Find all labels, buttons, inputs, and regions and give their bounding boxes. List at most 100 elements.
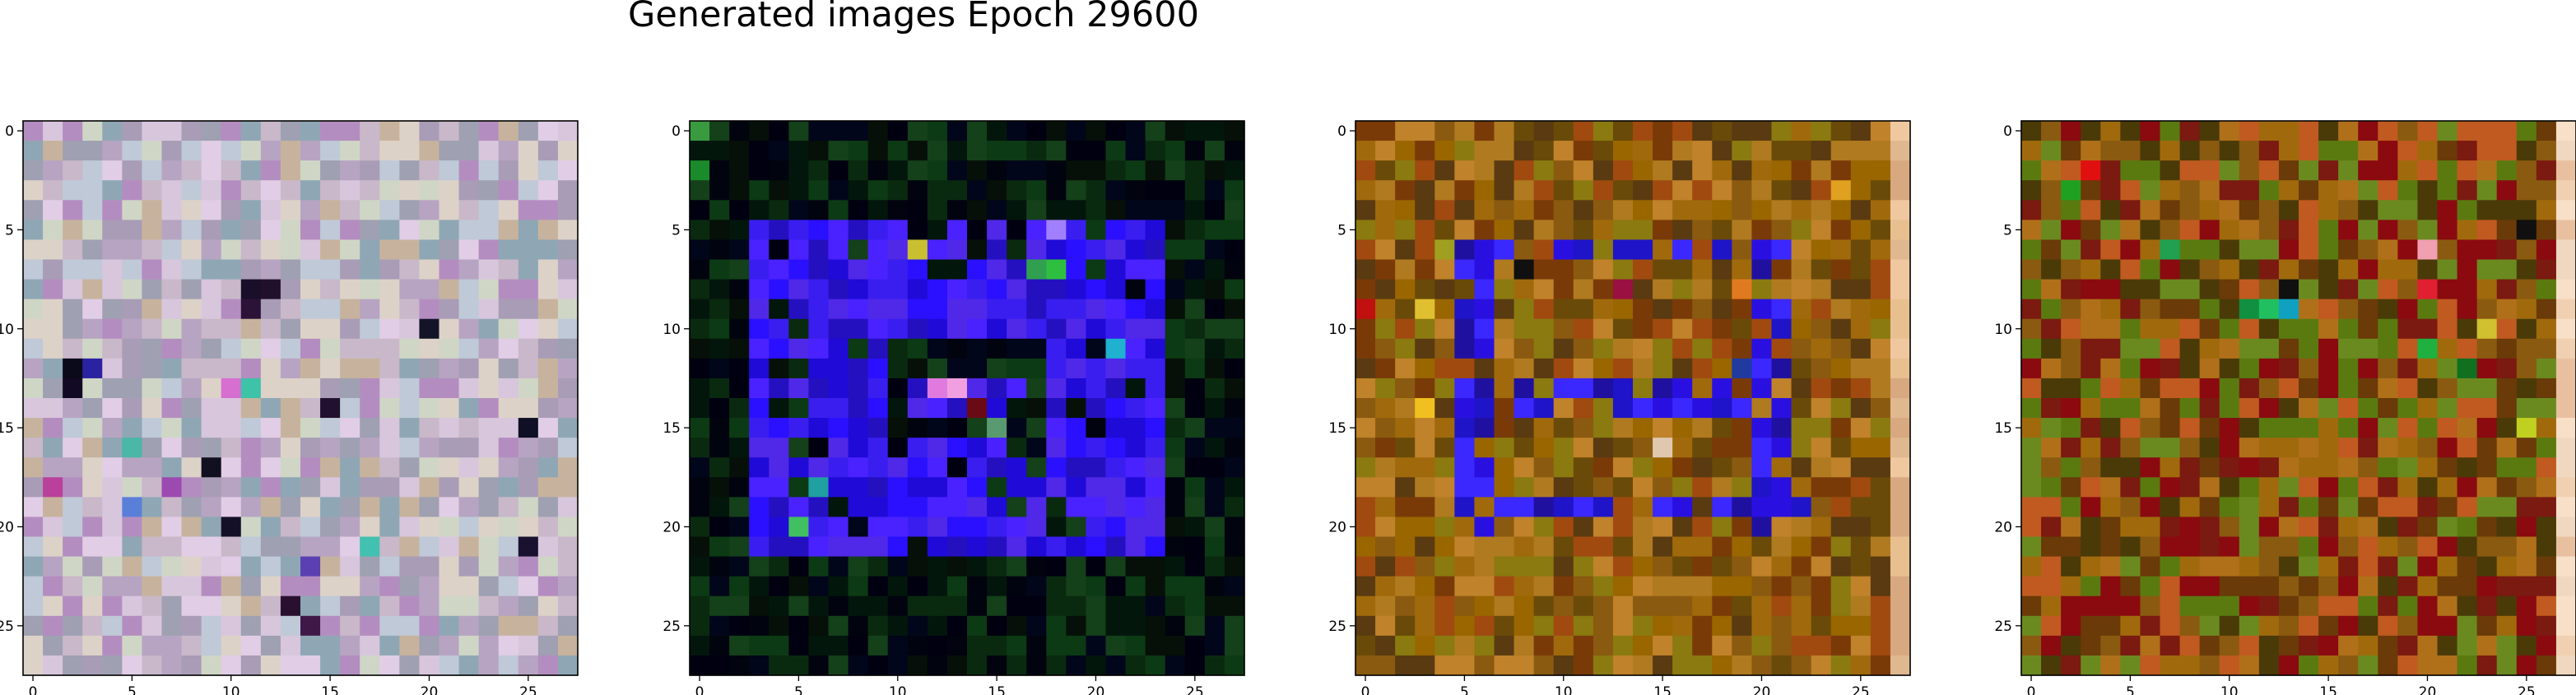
- pixel-cell: [808, 141, 830, 161]
- pixel-cell: [987, 615, 1007, 637]
- pixel-cell: [82, 220, 103, 241]
- pixel-cell: [161, 497, 183, 518]
- pixel-cell: [690, 497, 710, 518]
- pixel-cell: [1672, 635, 1693, 656]
- pixel-cell: [2496, 220, 2518, 241]
- pixel-cell: [557, 200, 579, 220]
- pixel-cell: [2160, 635, 2181, 656]
- pixel-cell: [1870, 338, 1891, 359]
- pixel-cell: [1454, 160, 1476, 181]
- pixel-cell: [458, 239, 480, 261]
- pixel-cell: [828, 378, 849, 399]
- pixel-cell: [1125, 358, 1146, 379]
- pixel-cell: [360, 517, 380, 538]
- pixel-cell: [1870, 259, 1891, 280]
- pixel-cell: [1474, 615, 1495, 637]
- pixel-cell: [907, 457, 928, 478]
- pixel-cell: [788, 358, 810, 379]
- pixel-cell: [1415, 259, 1435, 280]
- pixel-cell: [2258, 556, 2280, 577]
- pixel-cell: [2160, 378, 2181, 399]
- pixel-cell: [2358, 318, 2378, 340]
- pixel-cell: [439, 477, 460, 498]
- pixel-cell: [478, 517, 500, 538]
- pixel-cell: [2199, 160, 2220, 181]
- pixel-cell: [1573, 536, 1594, 558]
- x-tick-label: 15: [1653, 684, 1672, 695]
- pixel-cell: [1165, 378, 1186, 399]
- pixel-cell: [1415, 438, 1435, 458]
- pixel-cell: [1771, 556, 1793, 577]
- pixel-cell: [23, 259, 44, 280]
- pixel-cell: [1672, 418, 1693, 438]
- pixel-cell: [2457, 477, 2478, 498]
- pixel-cell: [2457, 358, 2478, 379]
- pixel-cell: [102, 556, 123, 577]
- pixel-cell: [518, 378, 539, 399]
- pixel-cell: [1672, 457, 1693, 478]
- pixel-cell: [1593, 438, 1614, 458]
- pixel-cell: [102, 536, 123, 558]
- pixel-cell: [1633, 418, 1653, 438]
- pixel-cell: [142, 220, 163, 241]
- pixel-cell: [1653, 358, 1673, 379]
- pixel-cell: [1105, 279, 1127, 300]
- pixel-cell: [1494, 477, 1515, 498]
- pixel-cell: [887, 517, 909, 538]
- pixel-cell: [769, 180, 789, 201]
- pixel-cell: [1415, 576, 1435, 597]
- pixel-cell: [2140, 220, 2161, 241]
- pixel-cell: [1732, 279, 1753, 300]
- pixel-cell: [1653, 299, 1673, 320]
- pixel-cell: [379, 160, 400, 181]
- pixel-cell: [63, 477, 83, 498]
- pixel-cell: [63, 497, 83, 518]
- pixel-cell: [1612, 635, 1634, 656]
- pixel-cell: [2041, 655, 2062, 676]
- pixel-cell: [1145, 121, 1166, 141]
- pixel-cell: [478, 338, 500, 359]
- pixel-cell: [2081, 635, 2101, 656]
- pixel-cell: [1514, 239, 1535, 261]
- pixel-cell: [2476, 358, 2498, 379]
- pixel-cell: [749, 160, 770, 181]
- pixel-cell: [2536, 438, 2557, 458]
- pixel-cell: [2100, 556, 2121, 577]
- pixel-cell: [1672, 220, 1693, 241]
- pixel-cell: [1553, 635, 1574, 656]
- pixel-cell: [2299, 338, 2319, 359]
- pixel-cell: [848, 220, 869, 241]
- pixel-cell: [2555, 358, 2576, 379]
- pixel-cell: [2516, 180, 2537, 201]
- pixel-cell: [2378, 121, 2398, 141]
- pixel-cell: [1593, 160, 1614, 181]
- pixel-cell: [43, 517, 63, 538]
- pixel-cell: [1474, 338, 1495, 359]
- pixel-cell: [439, 141, 460, 161]
- pixel-cell: [1165, 595, 1186, 617]
- pixel-cell: [2338, 318, 2359, 340]
- pixel-cell: [1553, 418, 1574, 438]
- pixel-cell: [2258, 615, 2280, 637]
- pixel-cell: [2061, 418, 2081, 438]
- pixel-cell: [1593, 655, 1614, 676]
- pixel-cell: [2219, 141, 2240, 161]
- pixel-cell: [2021, 556, 2042, 577]
- pixel-cell: [1204, 556, 1225, 577]
- pixel-cell: [122, 438, 143, 458]
- pixel-cell: [439, 200, 460, 220]
- pixel-cell: [2179, 457, 2201, 478]
- pixel-cell: [769, 438, 789, 458]
- pixel-cell: [240, 141, 262, 161]
- pixel-cell: [2041, 576, 2062, 597]
- pixel-cell: [43, 200, 63, 220]
- pixel-cell: [360, 576, 380, 597]
- pixel-cell: [1870, 457, 1891, 478]
- pixel-cell: [1811, 378, 1832, 399]
- pixel-cell: [1751, 556, 1773, 577]
- pixel-cell: [946, 576, 968, 597]
- pixel-cell: [1791, 378, 1812, 399]
- pixel-cell: [23, 536, 44, 558]
- pixel-cell: [1653, 378, 1673, 399]
- pixel-cell: [2041, 180, 2062, 201]
